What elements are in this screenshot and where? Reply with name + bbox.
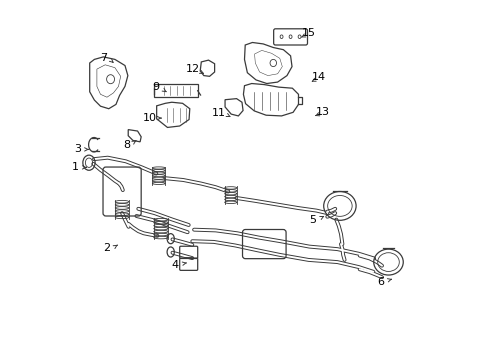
Text: 7: 7	[100, 53, 107, 63]
Text: 8: 8	[122, 140, 130, 150]
Text: 2: 2	[103, 243, 110, 253]
Text: 1: 1	[72, 162, 79, 172]
Text: 15: 15	[302, 28, 316, 38]
Text: 6: 6	[376, 276, 383, 287]
Text: 13: 13	[315, 107, 329, 117]
Bar	[154, 84, 197, 97]
Text: 3: 3	[75, 144, 81, 154]
Text: 12: 12	[186, 64, 200, 74]
Text: 9: 9	[152, 82, 160, 92]
Text: 14: 14	[312, 72, 326, 82]
Text: 10: 10	[143, 113, 157, 123]
Text: 4: 4	[171, 260, 179, 270]
Text: 5: 5	[309, 215, 316, 225]
Text: 11: 11	[212, 108, 226, 118]
